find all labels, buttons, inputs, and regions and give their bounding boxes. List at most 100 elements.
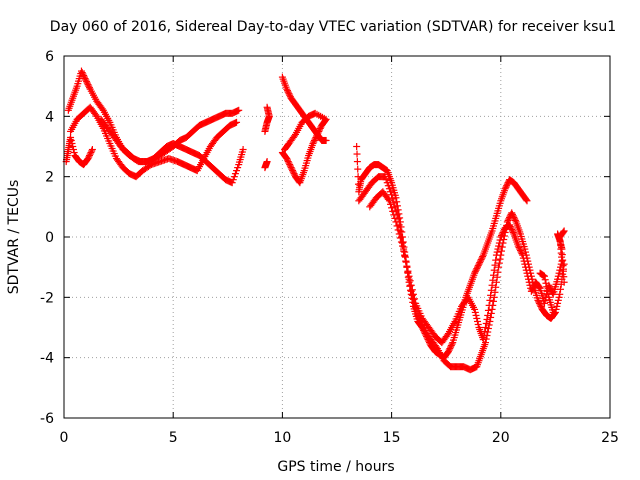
data-point	[381, 173, 389, 181]
data-point	[549, 308, 557, 316]
data-point	[67, 136, 75, 144]
data-point	[521, 260, 529, 268]
data-point	[487, 291, 495, 299]
data-point	[493, 273, 501, 281]
data-point	[231, 170, 239, 178]
data-point	[477, 256, 485, 264]
data-point	[510, 213, 518, 221]
data-point	[408, 286, 416, 294]
data-point	[312, 133, 320, 141]
data-point	[482, 319, 490, 327]
data-point	[284, 88, 292, 96]
x-tick-label: 10	[273, 430, 291, 446]
data-point	[497, 233, 505, 241]
data-point	[283, 156, 291, 164]
data-point	[515, 244, 523, 252]
y-tick-label: 4	[45, 109, 54, 125]
data-point	[517, 248, 525, 256]
data-point	[446, 345, 454, 353]
data-point	[79, 70, 87, 78]
data-point	[485, 301, 493, 309]
data-point	[482, 324, 490, 331]
data-point	[233, 167, 241, 175]
data-point	[445, 346, 453, 354]
data-point	[68, 139, 76, 147]
data-point	[287, 164, 295, 172]
data-point	[313, 130, 321, 138]
data-point	[556, 290, 564, 298]
data-point	[87, 149, 95, 157]
data-point	[509, 212, 517, 220]
data-point	[239, 146, 247, 154]
data-point	[400, 247, 408, 255]
data-point	[498, 231, 506, 239]
data-point	[484, 306, 492, 314]
data-point	[235, 106, 243, 114]
data-point	[471, 268, 479, 276]
data-point	[516, 247, 524, 255]
data-point	[385, 185, 393, 193]
data-point	[447, 343, 455, 351]
data-point	[286, 161, 294, 169]
data-points	[62, 67, 568, 374]
data-point	[471, 308, 479, 316]
data-point	[516, 245, 524, 253]
data-point	[492, 278, 500, 286]
data-point	[390, 199, 398, 207]
data-point	[382, 176, 390, 184]
data-point	[507, 224, 515, 232]
data-point	[263, 103, 271, 111]
data-point	[508, 209, 516, 217]
data-point	[77, 67, 85, 75]
data-point	[313, 132, 321, 140]
y-tick-label: -6	[40, 411, 54, 427]
data-point	[80, 73, 88, 81]
data-point	[88, 147, 96, 155]
data-point	[553, 302, 561, 310]
data-point	[390, 211, 398, 219]
data-point	[490, 271, 498, 279]
data-point	[487, 286, 495, 294]
data-point	[503, 182, 511, 190]
data-point	[385, 197, 393, 205]
data-point	[387, 200, 395, 208]
data-point	[283, 155, 291, 163]
data-point	[69, 143, 77, 150]
data-point	[519, 251, 527, 259]
data-point	[536, 301, 544, 309]
data-point	[388, 204, 396, 212]
data-point	[498, 230, 506, 238]
data-point	[473, 314, 481, 322]
data-point	[555, 293, 563, 301]
data-point	[475, 260, 483, 268]
data-point	[542, 279, 550, 287]
data-point	[479, 253, 487, 261]
y-tick-label: 6	[45, 49, 54, 65]
data-point	[495, 263, 503, 271]
data-point	[384, 182, 392, 190]
data-point	[70, 149, 78, 157]
data-point	[514, 242, 522, 250]
data-point	[311, 135, 319, 143]
data-point	[392, 194, 400, 202]
data-point	[471, 305, 479, 313]
x-axis-label: GPS time / hours	[277, 459, 394, 475]
data-point	[288, 165, 296, 173]
data-point	[522, 263, 530, 271]
data-point	[493, 248, 501, 256]
data-point	[498, 247, 506, 255]
data-point	[228, 179, 236, 187]
x-tick-label: 0	[60, 430, 69, 446]
data-point	[555, 269, 563, 277]
data-point	[88, 146, 96, 154]
data-point	[289, 168, 297, 176]
data-point	[498, 243, 506, 251]
data-point	[409, 290, 417, 298]
data-point	[492, 283, 500, 291]
data-point	[286, 162, 294, 170]
data-point	[285, 90, 293, 98]
data-point	[492, 251, 500, 259]
data-point	[309, 139, 317, 147]
data-point	[535, 298, 543, 306]
